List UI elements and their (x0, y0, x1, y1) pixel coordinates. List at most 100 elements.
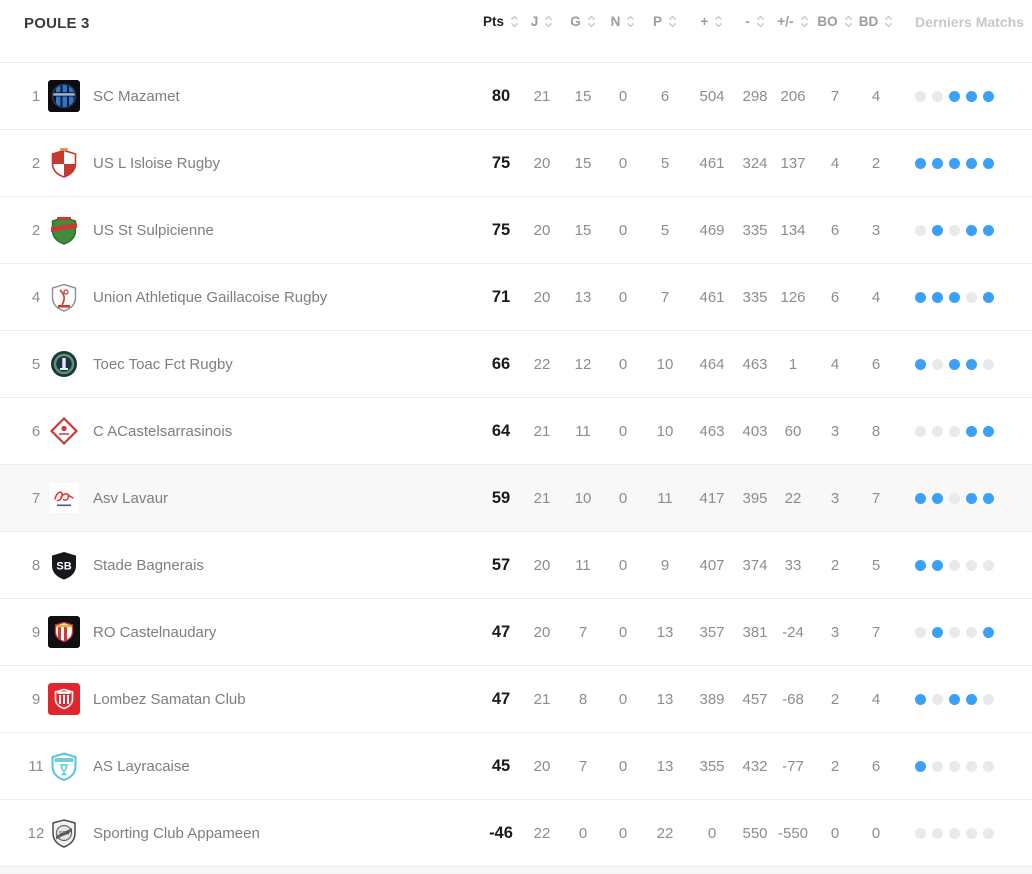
table-row[interactable]: 1 SC Mazamet 80 21 15 0 6 504 298 206 7 … (0, 63, 1032, 130)
column-header-bo[interactable]: BO (812, 14, 858, 29)
bo-cell: 4 (830, 355, 840, 373)
table-row[interactable]: 11 AS Layracaise 45 20 7 0 13 355 432 -7… (0, 733, 1032, 800)
match-result-dot[interactable] (983, 425, 994, 437)
table-row[interactable]: 2 US L Isloise Rugby 75 20 15 0 5 461 32… (0, 130, 1032, 197)
match-result-dot[interactable] (983, 693, 994, 705)
match-result-dot[interactable] (915, 425, 926, 437)
match-result-dot[interactable] (966, 693, 977, 705)
match-result-dot[interactable] (983, 626, 994, 638)
match-result-dot[interactable] (932, 425, 943, 437)
match-result-dot[interactable] (983, 291, 994, 303)
sort-icon[interactable] (800, 15, 809, 28)
match-result-dot[interactable] (915, 224, 926, 236)
match-result-dot[interactable] (966, 492, 977, 504)
match-result-dot[interactable] (966, 90, 977, 102)
match-result-dot[interactable] (949, 90, 960, 102)
match-result-dot[interactable] (932, 693, 943, 705)
column-header-bd[interactable]: BD (858, 14, 894, 29)
match-result-dot[interactable] (983, 559, 994, 571)
match-result-dot[interactable] (983, 760, 994, 772)
sort-icon[interactable] (626, 15, 635, 28)
match-result-dot[interactable] (966, 358, 977, 370)
match-result-dot[interactable] (949, 693, 960, 705)
match-result-dot[interactable] (983, 827, 994, 839)
sort-icon[interactable] (756, 15, 765, 28)
match-result-dot[interactable] (932, 291, 943, 303)
match-result-dot[interactable] (949, 291, 960, 303)
match-result-dot[interactable] (983, 224, 994, 236)
derniers-matchs-dots (894, 827, 1032, 839)
table-row[interactable]: 4 Union Athletique Gaillacoise Rugby 71 … (0, 264, 1032, 331)
match-result-dot[interactable] (966, 827, 977, 839)
match-result-dot[interactable] (949, 425, 960, 437)
match-result-dot[interactable] (932, 157, 943, 169)
match-result-dot[interactable] (915, 358, 926, 370)
sort-icon[interactable] (544, 15, 553, 28)
match-result-dot[interactable] (949, 827, 960, 839)
match-result-dot[interactable] (966, 626, 977, 638)
match-result-dot[interactable] (915, 559, 926, 571)
match-result-dot[interactable] (966, 291, 977, 303)
column-header-g[interactable]: G (562, 14, 604, 29)
match-result-dot[interactable] (983, 358, 994, 370)
match-result-dot[interactable] (932, 90, 943, 102)
sort-icon[interactable] (844, 15, 853, 28)
column-header-p[interactable]: P (642, 14, 688, 29)
match-result-dot[interactable] (932, 224, 943, 236)
plus-cell: 407 (699, 556, 725, 574)
table-row[interactable]: 7 Asv Lavaur 59 21 10 0 11 417 395 22 3 … (0, 465, 1032, 532)
table-row[interactable]: 5 Toec Toac Fct Rugby 66 22 12 0 10 464 … (0, 331, 1032, 398)
rank-cell: 1 (31, 87, 41, 105)
match-result-dot[interactable] (915, 693, 926, 705)
match-result-dot[interactable] (966, 760, 977, 772)
match-result-dot[interactable] (915, 157, 926, 169)
column-header-n[interactable]: N (604, 14, 642, 29)
match-result-dot[interactable] (949, 626, 960, 638)
match-result-dot[interactable] (966, 425, 977, 437)
column-header-minus[interactable]: - (736, 14, 774, 29)
match-result-dot[interactable] (915, 827, 926, 839)
column-header-diff[interactable]: +/- (774, 14, 812, 29)
match-result-dot[interactable] (932, 559, 943, 571)
team-logo (48, 348, 80, 380)
table-row[interactable]: 6 C ACastelsarrasinois 64 21 11 0 10 463… (0, 398, 1032, 465)
match-result-dot[interactable] (949, 157, 960, 169)
column-header-plus[interactable]: + (688, 14, 736, 29)
match-result-dot[interactable] (932, 492, 943, 504)
match-result-dot[interactable] (915, 626, 926, 638)
match-result-dot[interactable] (983, 492, 994, 504)
match-result-dot[interactable] (983, 157, 994, 169)
match-result-dot[interactable] (915, 760, 926, 772)
match-result-dot[interactable] (932, 626, 943, 638)
match-result-dot[interactable] (915, 90, 926, 102)
table-row[interactable]: 8 SB Stade Bagnerais 57 20 11 0 9 407 37… (0, 532, 1032, 599)
match-result-dot[interactable] (949, 559, 960, 571)
match-result-dot[interactable] (966, 559, 977, 571)
j-cell: 21 (533, 87, 551, 105)
pts-cell: 75 (491, 220, 511, 239)
sort-icon[interactable] (510, 15, 519, 28)
match-result-dot[interactable] (932, 358, 943, 370)
match-result-dot[interactable] (949, 492, 960, 504)
sort-icon[interactable] (884, 15, 893, 28)
match-result-dot[interactable] (983, 90, 994, 102)
match-result-dot[interactable] (966, 224, 977, 236)
column-header-pts[interactable]: Pts (480, 14, 522, 29)
table-row[interactable]: 9 RO Castelnaudary 47 20 7 0 13 357 381 … (0, 599, 1032, 666)
minus-cell: 395 (742, 489, 768, 507)
table-row[interactable]: 12 SCA Sporting Club Appameen -46 22 0 0… (0, 800, 1032, 867)
table-row[interactable]: 2 US St Sulpicienne 75 20 15 0 5 469 335… (0, 197, 1032, 264)
sort-icon[interactable] (587, 15, 596, 28)
match-result-dot[interactable] (949, 358, 960, 370)
match-result-dot[interactable] (915, 291, 926, 303)
match-result-dot[interactable] (949, 760, 960, 772)
match-result-dot[interactable] (966, 157, 977, 169)
column-header-j[interactable]: J (522, 14, 562, 29)
sort-icon[interactable] (668, 15, 677, 28)
sort-icon[interactable] (714, 15, 723, 28)
table-row[interactable]: 9 Lombez Samatan Club 47 21 8 0 13 389 4… (0, 666, 1032, 733)
match-result-dot[interactable] (932, 827, 943, 839)
match-result-dot[interactable] (932, 760, 943, 772)
match-result-dot[interactable] (915, 492, 926, 504)
match-result-dot[interactable] (949, 224, 960, 236)
